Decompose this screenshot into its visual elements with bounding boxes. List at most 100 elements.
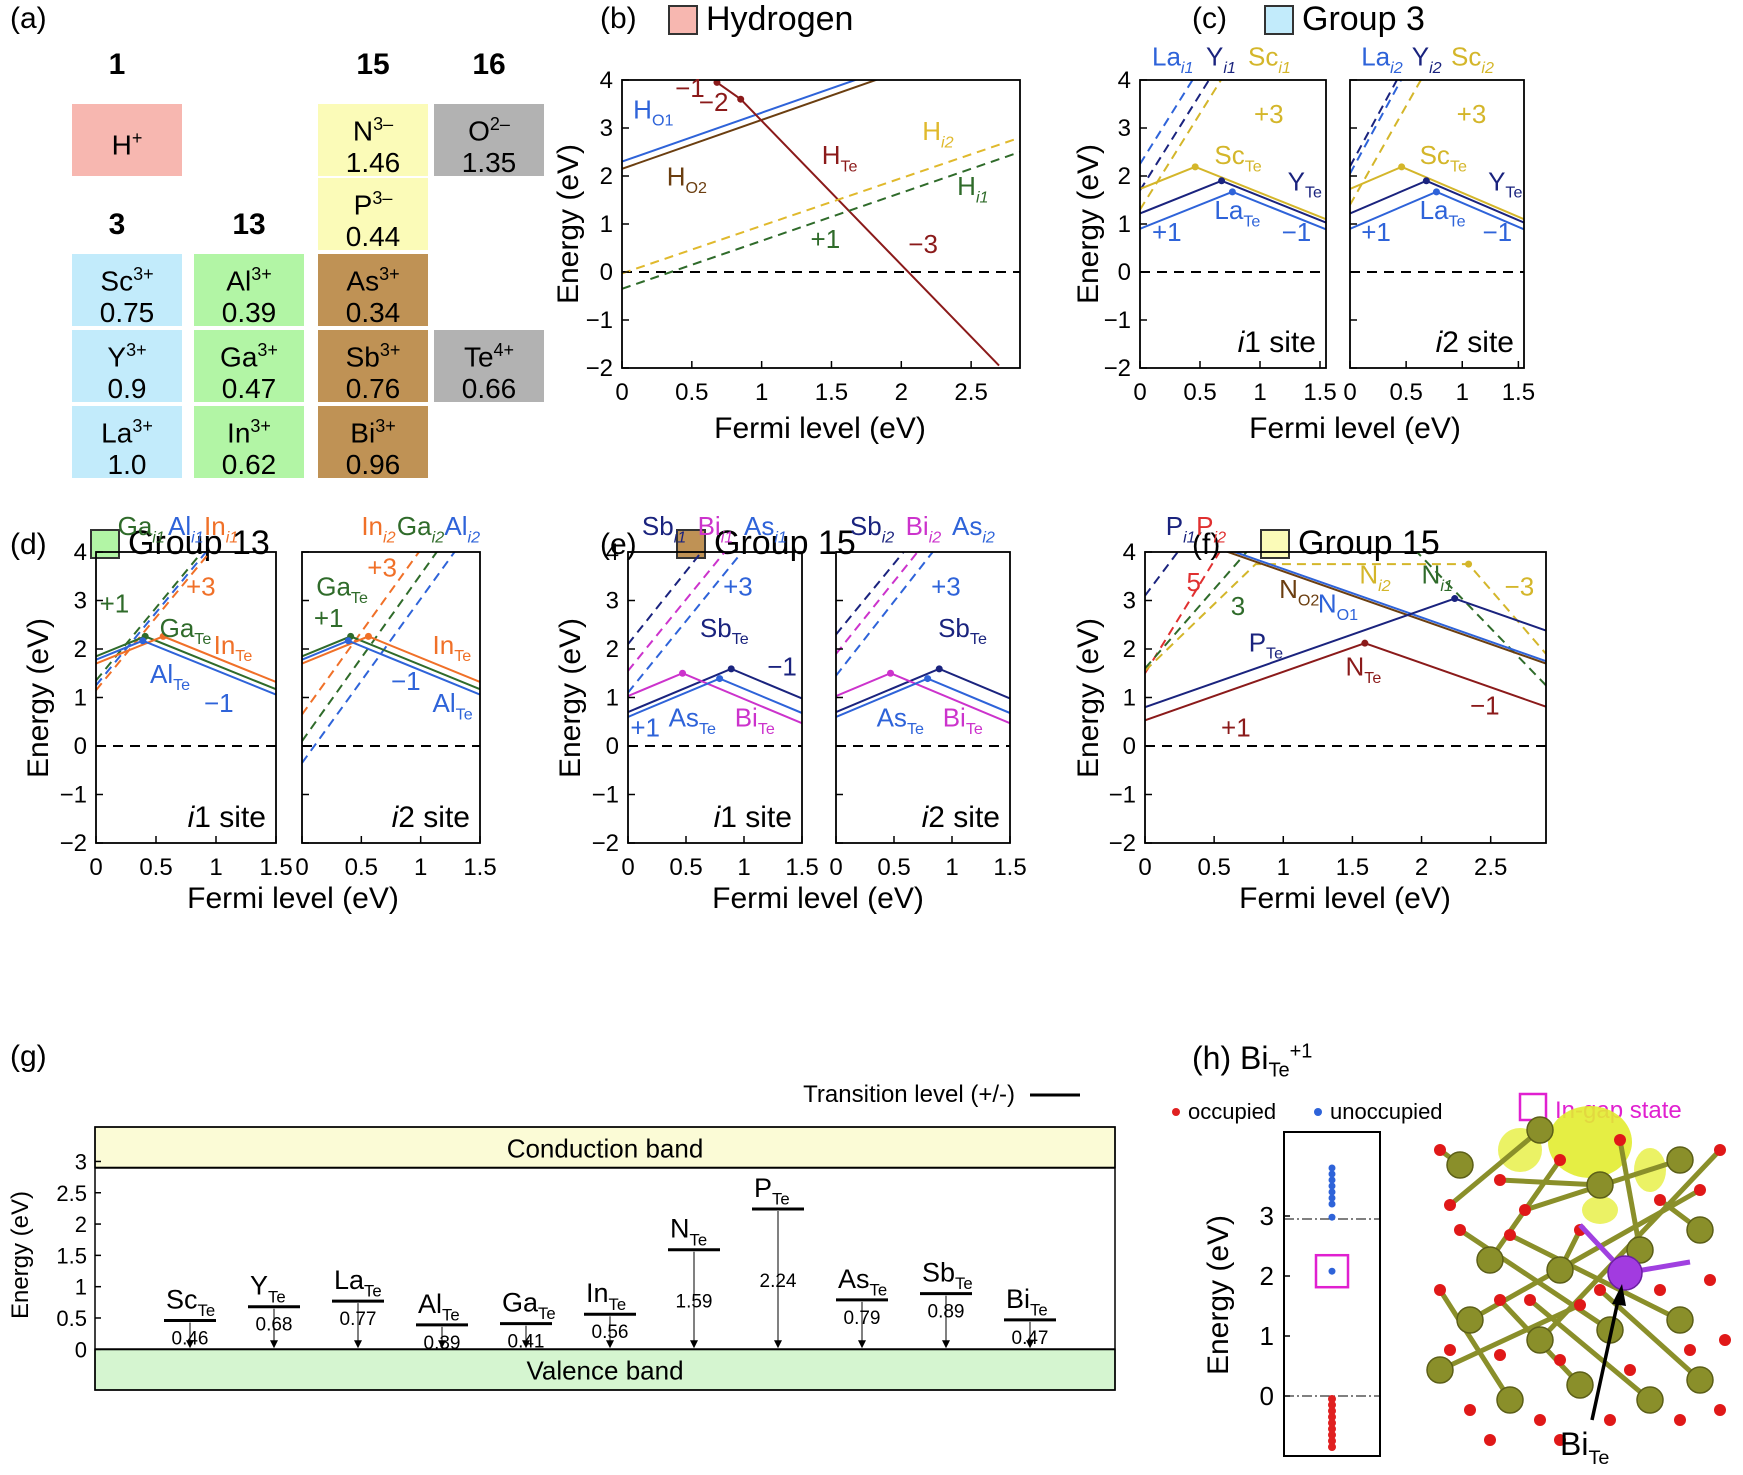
y-tick-label: 1 (1260, 1321, 1274, 1351)
panel-title: Group 15 (1298, 524, 1440, 562)
occupied-state (1328, 1401, 1336, 1409)
x-tick-label: 0 (1138, 854, 1151, 881)
x-tick-label: 1.5 (1502, 379, 1535, 406)
panel-e-label: (e) (600, 528, 637, 561)
series-H_Te (716, 81, 1000, 367)
transition-dot (1432, 188, 1440, 196)
y-tick-label: 0 (600, 259, 613, 286)
y-tick-label: 2 (1123, 636, 1136, 663)
panel-h-title-sub: Te (1268, 1059, 1290, 1082)
tellurium-atom (1526, 1116, 1554, 1144)
x-axis-label: Fermi level (eV) (187, 882, 399, 915)
ionic-radius: 0.34 (345, 297, 401, 329)
panel-g-label: (g) (10, 1040, 47, 1073)
panel-a-label: (a) (10, 2, 47, 35)
annotation: LaTe (1420, 195, 1466, 230)
x-tick-label: 2.5 (1474, 854, 1507, 881)
annotation: Ali2 (444, 511, 480, 546)
unoccupied-state (1328, 1194, 1336, 1202)
occupied-state (1328, 1395, 1336, 1403)
panel-b-label: (b) (600, 2, 637, 35)
y-tick-label: 2.5 (56, 1181, 87, 1206)
tellurium-atom (1626, 1236, 1654, 1264)
series-La_i2 (1350, 80, 1403, 175)
panel-c-title: Group 3 (1264, 0, 1425, 39)
x-tick-label: 1 (737, 854, 750, 881)
panel-d-title: Group 13 (90, 524, 270, 563)
x-tick-label: 1 (1253, 379, 1266, 406)
annotation: +3 (723, 572, 753, 602)
arrow-head (1026, 1340, 1034, 1349)
element-cell-y: Y3+ 0.9 (72, 330, 182, 404)
site-label: i2 site (392, 801, 470, 834)
annotation: Ali1 (168, 511, 204, 546)
oxygen-atom (1594, 1284, 1606, 1296)
annotation: AsTe (877, 703, 924, 738)
tellurium-atom (1546, 1256, 1574, 1284)
tellurium-atom (1666, 1146, 1694, 1174)
legend-label: Transition level (+/-) (803, 1081, 1015, 1108)
panel-e-title: Group 15 (676, 524, 856, 563)
series-N_i1 (1145, 552, 1248, 670)
ionic-radius: 1.35 (461, 147, 517, 179)
x-tick-label: 2 (895, 379, 908, 406)
element-cell-in: In3+ 0.62 (194, 406, 304, 480)
y-tick-label: 2 (600, 163, 613, 190)
annotation: BiTe (735, 703, 775, 738)
y-tick-label: −2 (1104, 355, 1131, 382)
valence-band (94, 1348, 1116, 1391)
series-Bi_i2 (836, 552, 919, 655)
oxygen-atom (1714, 1144, 1726, 1156)
element-cell-sc: Sc3+ 0.75 (72, 254, 182, 328)
x-tick-label: 0.5 (1197, 854, 1230, 881)
annotation: Sbi1 (642, 511, 686, 546)
ionic-radius: 1.0 (107, 449, 147, 481)
panel-title: Group 3 (1302, 0, 1425, 38)
level-value: 0.47 (1012, 1328, 1049, 1349)
x-tick-label: 0.5 (1389, 379, 1422, 406)
y-tick-label: 1 (75, 1275, 87, 1300)
element-cell-la: La3+ 1.0 (72, 406, 182, 481)
y-tick-label: 1.5 (56, 1243, 87, 1268)
annotation: +3 (186, 572, 216, 602)
annotation: Pi2 (1196, 511, 1226, 546)
y-tick-label: 3 (600, 115, 613, 142)
element-cell-al: Al3+ 0.39 (194, 254, 304, 328)
annotation: −1 (767, 652, 797, 682)
y-tick-label: −2 (592, 830, 619, 857)
level-value: 0.46 (172, 1328, 209, 1349)
level-value: 0.89 (928, 1302, 965, 1323)
chart-c2: 0 0.5 1 1.5 Lai2 Yi2 Sci2 +3 ScTe YTe LaTe +1 −1 i2 s… (1343, 42, 1535, 406)
y-axis-label: Energy (eV) (1072, 144, 1105, 304)
y-tick-label: 3 (1118, 115, 1131, 142)
series-H_i2 (622, 136, 1020, 275)
y-tick-label: 2 (1118, 163, 1131, 190)
y-tick-label: 0 (75, 1337, 87, 1362)
defect-label: NTe (670, 1214, 707, 1250)
annotation: Sbi2 (850, 511, 894, 546)
tellurium-atom (1686, 1366, 1714, 1394)
element-symbol: In3+ (227, 416, 271, 449)
annotation: Asi1 (744, 511, 787, 546)
element-cell-h: H+ (72, 104, 182, 176)
x-tick-label: 2.5 (954, 379, 987, 406)
panel-h-title-sup: +1 (1289, 1040, 1313, 1063)
y-tick-label: 0 (74, 733, 87, 760)
defect-label: AlTe (418, 1289, 460, 1325)
element-symbol: Bi3+ (350, 416, 396, 449)
y-tick-label: 4 (1123, 539, 1136, 566)
y-tick-label: 4 (74, 539, 87, 566)
oxygen-atom (1694, 1184, 1706, 1196)
annotation: Gai2 (397, 511, 444, 546)
element-cell-as: As3+ 0.34 (318, 254, 428, 329)
annotation: HO1 (633, 94, 673, 129)
pointer-arrow-head (1612, 1284, 1626, 1306)
annotation: +1 (1361, 217, 1391, 247)
occupied-state (1328, 1431, 1336, 1439)
tellurium-atom (1426, 1356, 1454, 1384)
panel-d-label: (d) (10, 528, 47, 561)
ionic-radius: 0.76 (345, 373, 401, 405)
element-symbol: P3– (353, 188, 393, 221)
oxygen-atom (1444, 1344, 1456, 1356)
unoccupied-legend-dot (1314, 1108, 1322, 1116)
